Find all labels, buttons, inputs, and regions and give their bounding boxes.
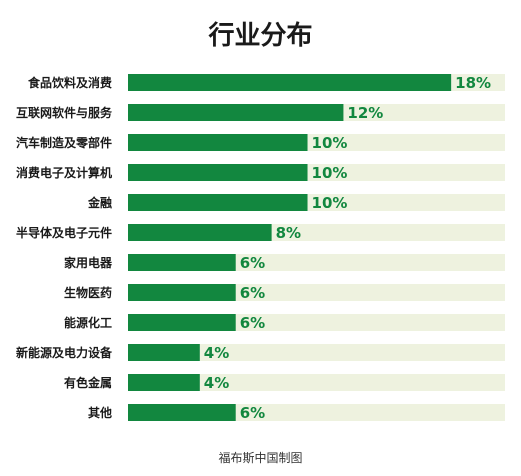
value-label: 4%: [204, 344, 229, 362]
value-label: 18%: [455, 74, 491, 92]
category-label: 能源化工: [64, 315, 112, 330]
bar: [128, 134, 308, 151]
bar: [128, 284, 236, 301]
category-label: 消费电子及计算机: [16, 165, 112, 180]
bar: [128, 194, 308, 211]
bar-track: [128, 344, 505, 361]
value-label: 4%: [204, 374, 229, 392]
bar: [128, 224, 272, 241]
value-label: 6%: [240, 404, 265, 422]
category-label: 半导体及电子元件: [16, 225, 112, 240]
category-label: 有色金属: [64, 375, 112, 390]
bar: [128, 104, 344, 121]
value-label: 8%: [276, 224, 301, 242]
value-label: 6%: [240, 314, 265, 332]
bar: [128, 314, 236, 331]
bar: [128, 74, 452, 91]
source-note: 福布斯中国制图: [218, 451, 303, 465]
category-label: 金融: [87, 195, 112, 210]
chart-title: 行业分布: [208, 21, 313, 51]
value-label: 10%: [312, 164, 348, 182]
bar-track: [128, 374, 505, 391]
value-label: 6%: [240, 284, 265, 302]
category-label: 新能源及电力设备: [16, 345, 113, 360]
category-label: 其他: [88, 405, 112, 420]
category-label: 家用电器: [64, 255, 113, 270]
bar: [128, 374, 200, 391]
value-label: 6%: [240, 254, 265, 272]
category-label: 互联网软件与服务: [16, 105, 113, 120]
category-label: 生物医药: [64, 285, 112, 300]
category-label: 汽车制造及零部件: [16, 135, 112, 150]
category-label: 食品饮料及消费: [27, 75, 112, 90]
value-label: 10%: [312, 134, 348, 152]
bar: [128, 164, 308, 181]
value-label: 10%: [312, 194, 348, 212]
bar: [128, 404, 236, 421]
bar: [128, 344, 200, 361]
value-label: 12%: [347, 104, 383, 122]
bar: [128, 254, 236, 271]
